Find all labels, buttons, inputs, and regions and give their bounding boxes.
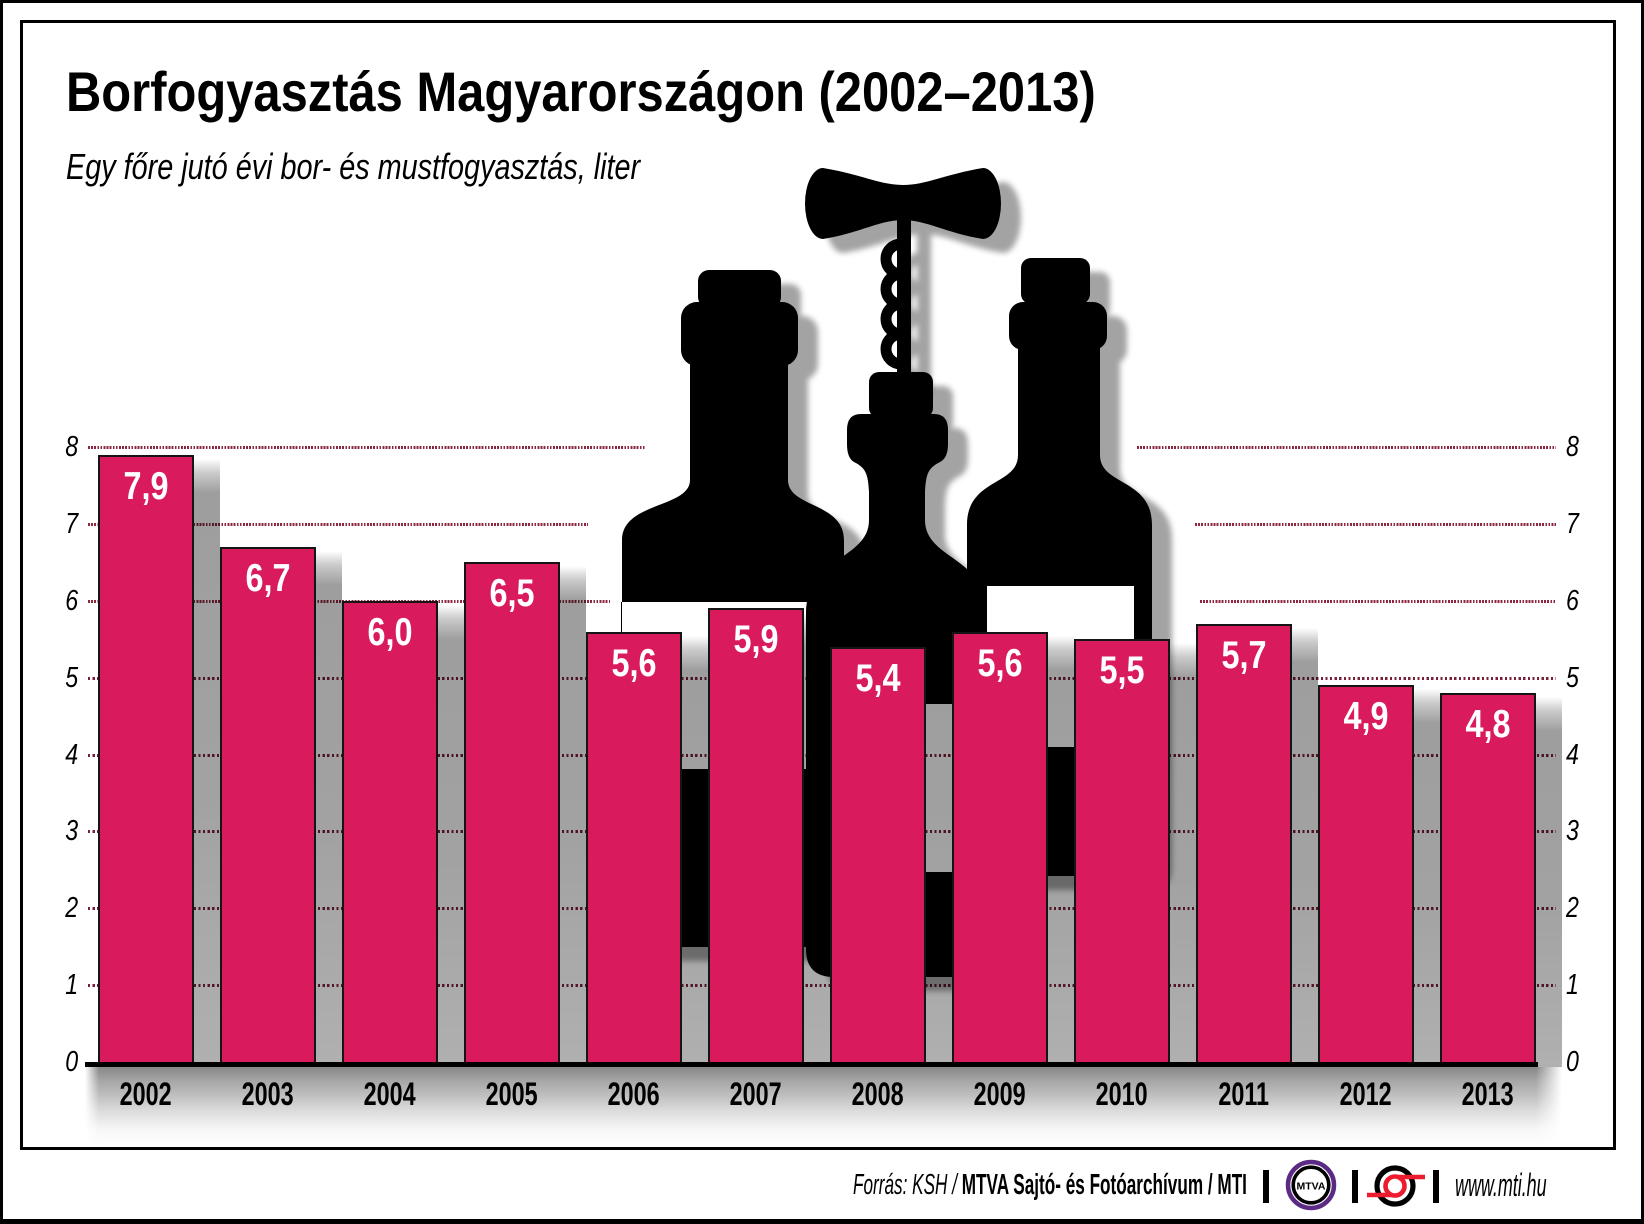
svg-text:MTVA: MTVA [1297, 1181, 1326, 1193]
